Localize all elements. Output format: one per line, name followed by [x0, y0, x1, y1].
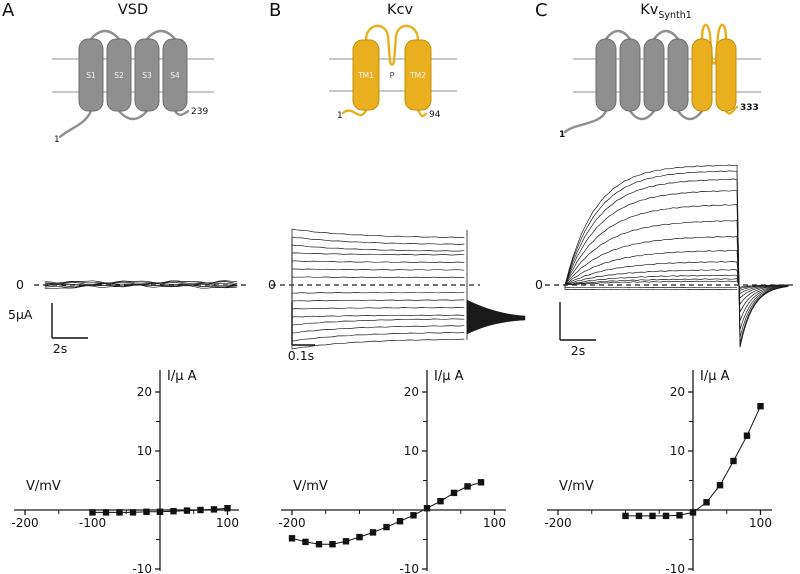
connecting-loops: [89, 29, 177, 121]
panel-kvsynth1: C KvSynth1 1 333 0 2s -200 100 20 10 -10 I/µ A…: [533, 0, 799, 574]
svg-text:V/mV: V/mV: [559, 479, 594, 494]
svg-text:1: 1: [337, 111, 343, 121]
svg-text:333: 333: [740, 103, 759, 113]
svg-text:-10: -10: [399, 562, 419, 574]
svg-text:-10: -10: [665, 562, 685, 574]
terminal-tails: 1 94: [337, 108, 441, 121]
panel-a-title-text: VSD: [117, 2, 149, 18]
axes: -200 -100 100 20 10 -10 I/µ A V/mV: [11, 369, 239, 574]
panel-kcv: B Kcv P 1 94 TM1 TM2 0 0.1s -200 100 20 10 -10 I/…: [267, 0, 533, 574]
svg-text:100: 100: [483, 516, 506, 530]
kcv-iv-chart: -200 100 20 10 -10 I/µ A V/mV: [278, 369, 506, 574]
panel-b-title: Kcv: [267, 2, 533, 21]
terminal-tails: 1 333: [559, 103, 759, 140]
svg-text:I/µ A: I/µ A: [167, 369, 197, 384]
svg-text:TM1: TM1: [357, 71, 374, 80]
svg-text:P: P: [390, 71, 395, 80]
axes: -200 100 20 10 -10 I/µ A V/mV: [544, 369, 772, 574]
svg-text:S2: S2: [114, 71, 124, 80]
connecting-loops: [604, 23, 728, 121]
kvsynth1-topology-diagram: 1 333: [559, 23, 761, 140]
svg-text:-200: -200: [11, 516, 38, 530]
connecting-loops: P: [364, 24, 420, 80]
vsd-current-traces: [34, 280, 250, 339]
svg-text:20: 20: [670, 385, 685, 399]
svg-text:I/µ A: I/µ A: [700, 369, 730, 384]
trace-family: [564, 164, 789, 348]
svg-text:1: 1: [54, 135, 60, 145]
svg-text:I/µ A: I/µ A: [434, 369, 464, 384]
svg-text:10: 10: [137, 444, 152, 458]
trace-family: [44, 280, 238, 290]
svg-text:V/mV: V/mV: [293, 479, 328, 494]
svg-text:10: 10: [670, 444, 685, 458]
svg-text:V/mV: V/mV: [26, 479, 61, 494]
svg-text:S3: S3: [142, 71, 152, 80]
svg-text:-200: -200: [544, 516, 571, 530]
svg-text:-100: -100: [79, 516, 106, 530]
transmembrane-cylinders: TM1 TM2: [352, 39, 432, 111]
vsd-iv-chart: -200 -100 100 20 10 -10 I/µ A V/mV: [11, 369, 239, 574]
iv-data-series: [89, 505, 231, 516]
panel-c-letter: C: [535, 0, 549, 21]
trace-family: [291, 228, 526, 350]
iv-data-series: [288, 479, 485, 548]
svg-text:S4: S4: [170, 71, 180, 80]
svg-text:94: 94: [429, 110, 441, 120]
svg-text:100: 100: [216, 516, 239, 530]
svg-text:1: 1: [559, 130, 565, 140]
svg-text:-10: -10: [132, 562, 152, 574]
svg-text:10: 10: [404, 444, 419, 458]
kcv-topology-diagram: P 1 94 TM1 TM2: [329, 24, 457, 121]
svg-text:TM2: TM2: [409, 71, 426, 80]
vsd-zero-current-label: 0: [16, 277, 24, 292]
axes: -200 100 20 10 -10 I/µ A V/mV: [278, 369, 506, 574]
svg-text:20: 20: [404, 385, 419, 399]
panel-c-title: KvSynth1: [533, 2, 799, 21]
kcv-trace-area: 0 0.1s: [267, 150, 533, 365]
svg-text:S1: S1: [86, 71, 96, 80]
terminal-tails: 1 239: [54, 107, 208, 145]
panel-a-letter: A: [2, 0, 15, 21]
svg-text:239: 239: [191, 107, 208, 117]
panel-b-title-text: Kcv: [386, 2, 414, 18]
panel-c-title-text: Kv: [640, 2, 659, 18]
scale-bars: [51, 303, 88, 339]
panel-a-title: VSD: [0, 2, 266, 21]
panel-b-letter: B: [269, 0, 282, 21]
membrane-lines: [329, 58, 457, 92]
kvsynth1-iv-chart: -200 100 20 10 -10 I/µ A V/mV: [544, 369, 772, 574]
kcv-current-traces: [271, 228, 526, 350]
vsd-current-scalebar-label: 5µA: [8, 307, 33, 322]
kvsynth1-zero-current-label: 0: [535, 277, 543, 292]
scale-bars: [559, 302, 596, 341]
panel-vsd: A VSD 1 239 S1 S2 S3 S4 0 5µA 2s -200 -100 100 2…: [0, 0, 266, 574]
transmembrane-cylinders: S1 S2 S3 S4: [78, 38, 188, 112]
svg-text:20: 20: [137, 385, 152, 399]
kvsynth1-time-scalebar-label: 2s: [570, 343, 586, 358]
svg-text:100: 100: [749, 516, 772, 530]
svg-text:-200: -200: [278, 516, 305, 530]
scale-bars: [291, 302, 315, 346]
vsd-topology-diagram: 1 239 S1 S2 S3 S4: [52, 29, 214, 145]
iv-data-series: [622, 403, 764, 520]
kvsynth1-trace-area: 0 2s: [533, 150, 799, 365]
kcv-time-scalebar-label: 0.1s: [287, 348, 315, 363]
kvsynth1-current-traces: [545, 164, 795, 348]
panel-c-title-sub: Synth1: [658, 9, 692, 21]
vsd-trace-area: 0 5µA 2s: [0, 150, 266, 365]
transmembrane-cylinders: [595, 38, 737, 112]
membrane-lines: [52, 58, 214, 93]
vsd-time-scalebar-label: 2s: [52, 341, 68, 356]
